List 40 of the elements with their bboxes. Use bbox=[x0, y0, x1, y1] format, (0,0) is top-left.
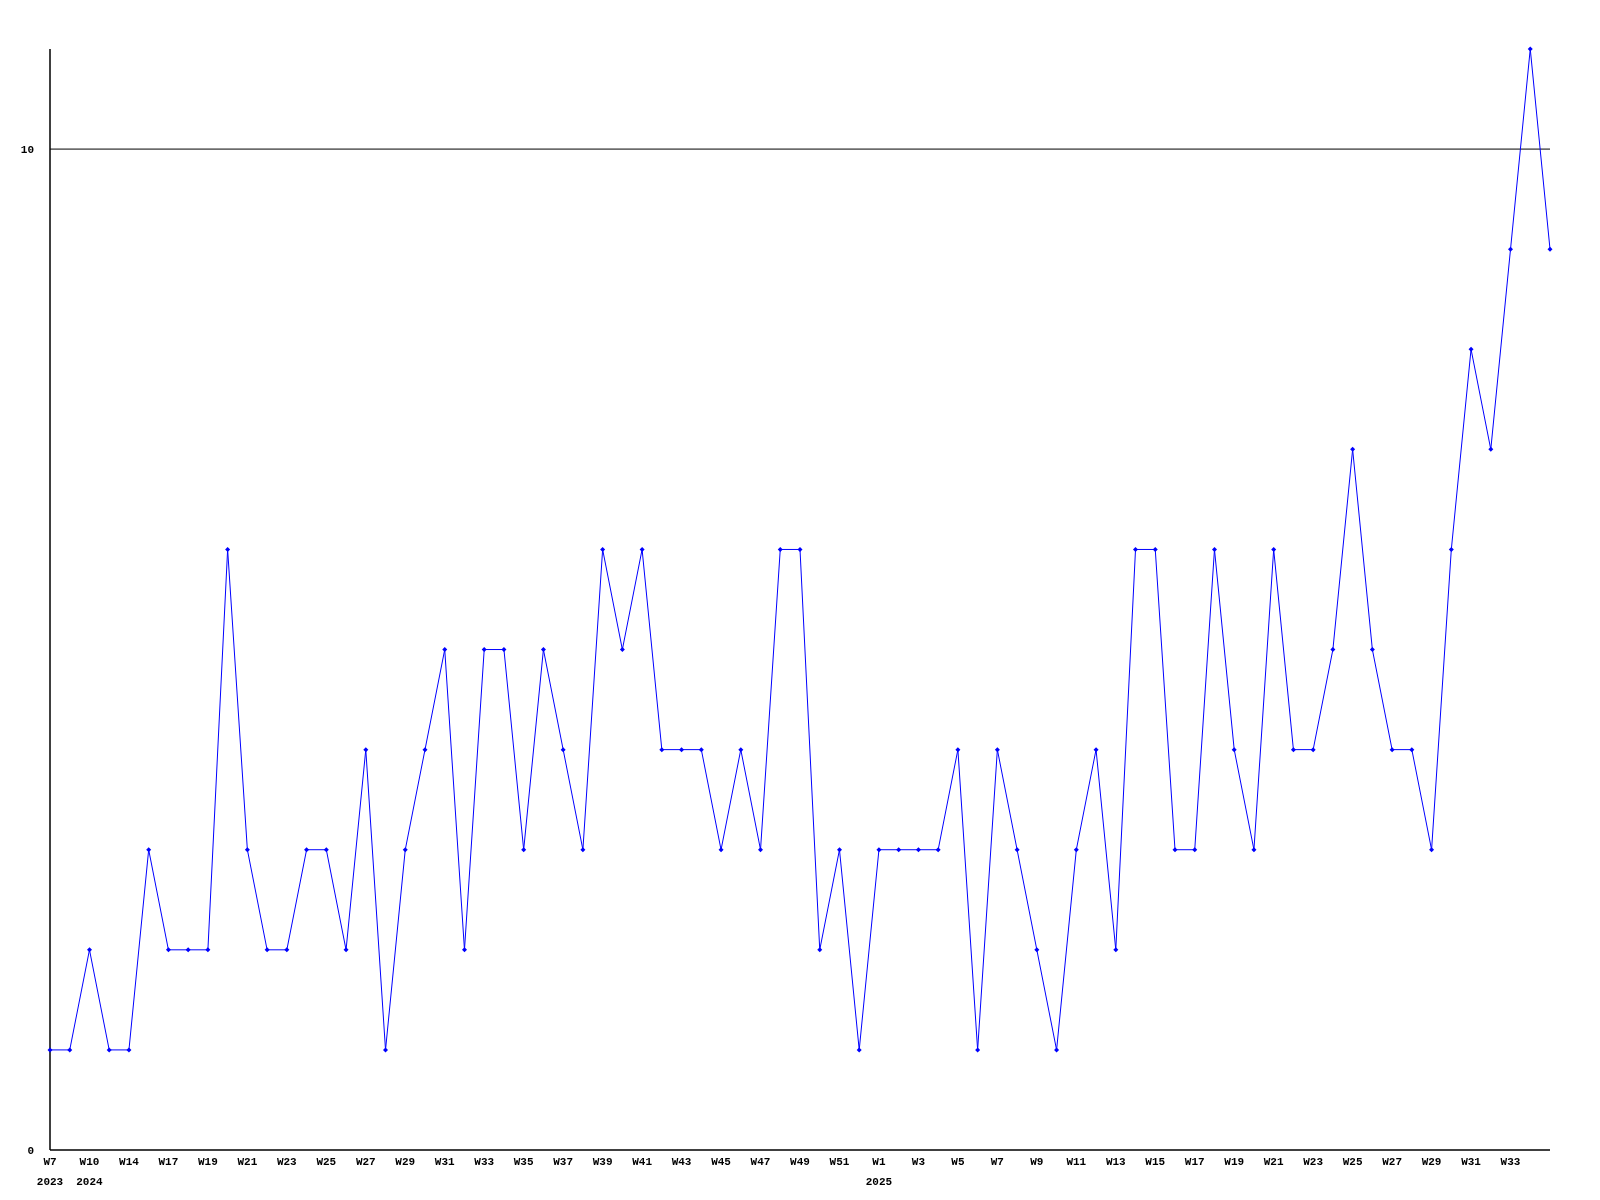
y-tick-label: 10 bbox=[20, 143, 34, 156]
x-tick-label: W21 bbox=[237, 1156, 258, 1168]
x-tick-label: W13 bbox=[1105, 1156, 1127, 1168]
x-tick-label: W10 2024 bbox=[76, 1156, 104, 1188]
x-tick-label: W7 2023 bbox=[36, 1156, 64, 1188]
x-tick-label: W15 bbox=[1145, 1156, 1166, 1168]
x-tick-label: W21 bbox=[1263, 1156, 1284, 1168]
x-tick-label: W31 bbox=[434, 1156, 456, 1168]
x-tick-label: W45 bbox=[711, 1156, 732, 1168]
x-tick-label: W1 2025 bbox=[865, 1156, 893, 1188]
x-tick-label: W41 bbox=[632, 1156, 653, 1168]
x-tick-label: W47 bbox=[750, 1156, 771, 1168]
x-tick-label: W39 bbox=[592, 1156, 613, 1168]
x-tick-label: W43 bbox=[671, 1156, 692, 1168]
x-tick-label: W19 bbox=[1224, 1156, 1245, 1168]
x-tick-label: W37 bbox=[553, 1156, 574, 1168]
x-tick-label: W31 bbox=[1461, 1156, 1482, 1168]
x-tick-label: W27 bbox=[1382, 1156, 1403, 1168]
x-tick-label: W51 bbox=[829, 1156, 850, 1168]
x-tick-label: W19 bbox=[197, 1156, 218, 1168]
x-tick-label: W35 bbox=[513, 1156, 534, 1168]
x-tick-label: W9 bbox=[1030, 1156, 1044, 1168]
x-tick-label: W29 bbox=[1421, 1156, 1442, 1168]
y-tick-label: 0 bbox=[27, 1144, 34, 1157]
x-tick-label: W23 bbox=[276, 1156, 298, 1168]
x-tick-label: W3 bbox=[911, 1156, 926, 1168]
x-tick-label: W25 bbox=[316, 1156, 337, 1168]
x-tick-label: W33 bbox=[474, 1156, 495, 1168]
x-tick-label: W7 bbox=[990, 1156, 1004, 1168]
x-tick-label: W33 bbox=[1500, 1156, 1521, 1168]
x-tick-label: W49 bbox=[790, 1156, 810, 1168]
x-tick-label: W17 bbox=[158, 1156, 179, 1168]
x-tick-label: W29 bbox=[395, 1156, 416, 1168]
x-tick-label: W11 bbox=[1066, 1156, 1087, 1168]
x-tick-label: W25 bbox=[1342, 1156, 1363, 1168]
x-tick-label: W14 bbox=[119, 1156, 140, 1168]
x-tick-label: W23 bbox=[1303, 1156, 1324, 1168]
x-tick-label: W5 bbox=[951, 1156, 965, 1168]
x-tick-label: W27 bbox=[355, 1156, 376, 1168]
x-tick-label: W17 bbox=[1184, 1156, 1205, 1168]
